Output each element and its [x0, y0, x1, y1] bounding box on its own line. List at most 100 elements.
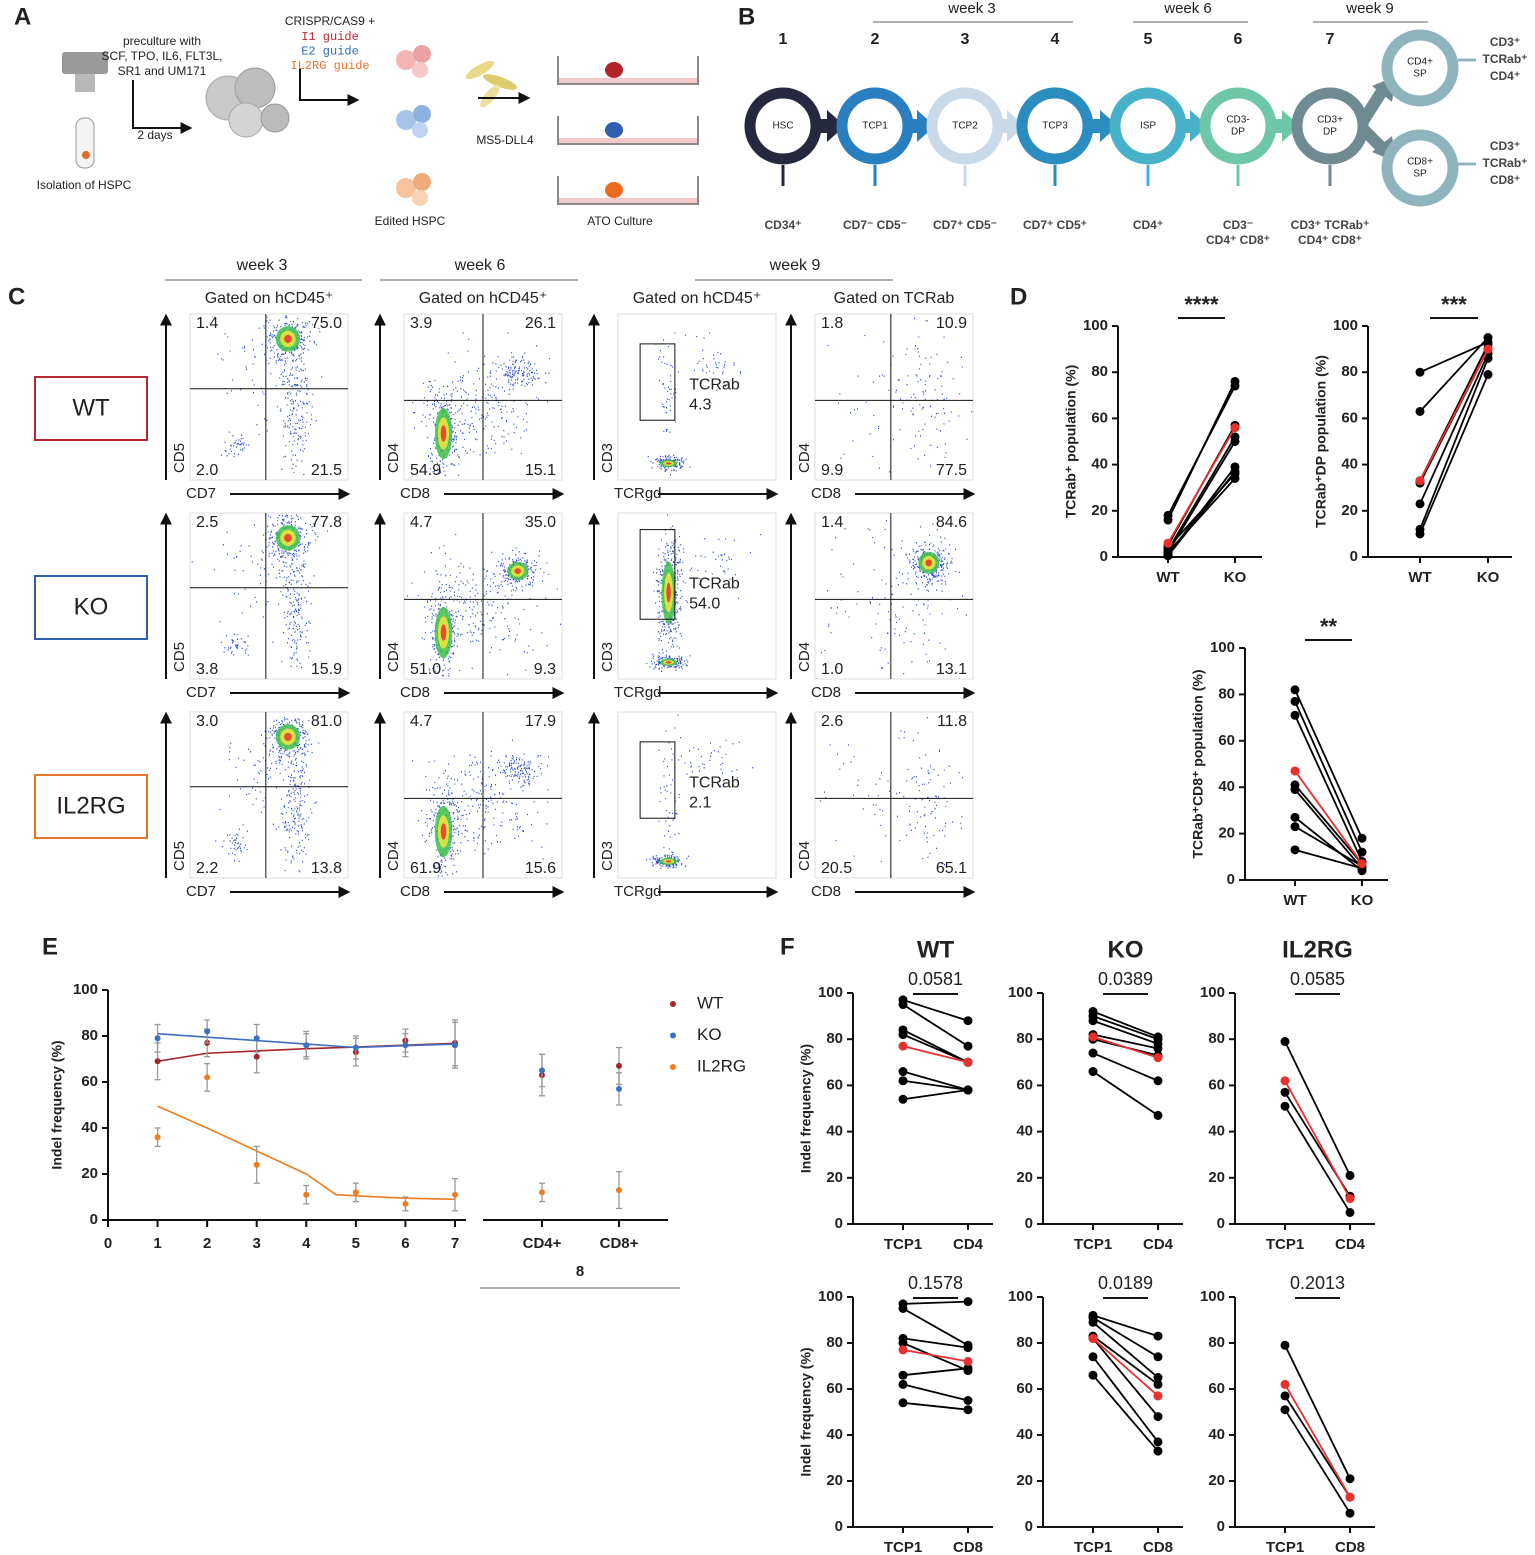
pair-line [1284, 1383, 1351, 1498]
plot-frame [814, 711, 974, 879]
stage-number: 2 [871, 31, 880, 48]
point [303, 1191, 310, 1198]
pair-line [1294, 848, 1363, 870]
legend-marker [670, 1064, 676, 1070]
pair-point [1153, 1437, 1163, 1447]
pair-line [1167, 473, 1236, 549]
y-axis-label: CD3 [599, 841, 616, 871]
y-axis-label: CD5 [171, 841, 188, 871]
pair-point [898, 1030, 908, 1040]
y-tick-label: 80 [1341, 363, 1358, 380]
pair-point [1088, 1333, 1098, 1343]
x-tick-label: CD4 [953, 1236, 984, 1253]
density-core [665, 860, 672, 863]
pair-point [1153, 1379, 1163, 1389]
stage-node [1109, 87, 1187, 165]
stage-number: 7 [1326, 31, 1335, 48]
tube-holder [62, 52, 108, 74]
stage-arrow [1178, 110, 1208, 142]
pair-point [1280, 1391, 1290, 1401]
pair-point [898, 1345, 908, 1355]
node-label: DP [1323, 127, 1337, 138]
x-axis-label: CD8 [811, 883, 841, 900]
pair-point [1345, 1194, 1355, 1204]
density-core [666, 582, 671, 603]
x-axis-label: CD8 [400, 684, 430, 701]
point [352, 1044, 359, 1051]
x-tick-label: TCP1 [1074, 1539, 1112, 1555]
pair-line [1092, 1337, 1159, 1418]
point [616, 1187, 622, 1194]
pair-point [898, 1094, 908, 1104]
culture-text: SCF, TPO, IL6, FLT3L, [102, 49, 223, 63]
node-label: DP [1231, 127, 1245, 138]
y-tick-label: 0 [1025, 1215, 1033, 1232]
y-axis-label: CD5 [171, 443, 188, 473]
y-axis-label: CD4 [796, 443, 813, 473]
quadrant-value: 77.8 [311, 514, 342, 531]
pair-line [1092, 1052, 1159, 1082]
week-label: week 3 [947, 0, 996, 17]
quadrant-value: 15.9 [311, 661, 342, 678]
pair-point [1163, 515, 1173, 525]
quadrant-value: 1.8 [821, 315, 843, 332]
gate-name: TCRab [689, 576, 740, 593]
x-axis-label: CD8 [400, 485, 430, 502]
quadrant-value: 54.9 [410, 462, 441, 479]
y-tick-label: 40 [826, 1123, 843, 1140]
y-tick-label: 0 [835, 1518, 843, 1535]
stage-arrow [1085, 110, 1118, 142]
stage-node [1199, 87, 1277, 165]
pair-point [1088, 1032, 1098, 1042]
x-tick-label: 2 [203, 1235, 211, 1252]
stage-node [1016, 87, 1094, 165]
pair-line [1294, 784, 1363, 865]
pair-line [1419, 336, 1489, 413]
pair-point [1088, 1370, 1098, 1380]
pair-point [1153, 1373, 1163, 1382]
gate [639, 741, 676, 819]
quadrant-value: 2.6 [821, 713, 843, 730]
sp-marker: CD8⁺ [1490, 173, 1520, 187]
quadrant-value: 9.9 [821, 462, 843, 479]
y-tick-label: 100 [1008, 1288, 1033, 1305]
y-tick-label: 0 [1227, 871, 1235, 888]
y-tick-label: 0 [1350, 548, 1358, 565]
gate-name: TCRab [689, 775, 740, 792]
x-tick-label: TCP1 [1074, 1236, 1112, 1253]
quadrant-value: 13.8 [311, 860, 342, 877]
sp-marker: TCRab⁺ [1483, 52, 1528, 66]
x-tick-label: 1 [153, 1235, 161, 1252]
y-tick-label: 40 [1218, 778, 1235, 795]
pair-line [902, 1367, 969, 1377]
pair-point [1345, 1508, 1355, 1518]
pair-line [1419, 348, 1489, 482]
point [539, 1189, 545, 1196]
gate-value: 2.1 [689, 795, 711, 812]
y-axis-label: Indel frequency (%) [798, 1347, 814, 1476]
x-tick-label: TCP1 [884, 1236, 922, 1253]
pair-point [1290, 785, 1300, 795]
wells [557, 56, 699, 205]
pair-line [902, 1307, 969, 1347]
density-core [665, 462, 672, 465]
pair-point [1357, 833, 1367, 843]
y-axis-label: CD4 [385, 642, 402, 672]
quadrant-value: 84.6 [936, 514, 967, 531]
stage-node [836, 87, 914, 165]
stage-arrow [905, 110, 935, 142]
y-tick-label: 100 [1333, 317, 1358, 334]
culture: ATO Culture [587, 214, 653, 228]
pair-line [1419, 358, 1489, 530]
x-tick-label: 4 [302, 1235, 311, 1252]
guide: IL2RG guide [290, 59, 369, 73]
y-tick-label: 40 [1208, 1426, 1225, 1443]
point [204, 1028, 211, 1035]
arrow [299, 68, 360, 106]
gate-name: TCRab [689, 377, 740, 394]
x-tick-label: CD4+ [523, 1235, 562, 1252]
pair-line [902, 1033, 969, 1064]
point [452, 1042, 458, 1049]
pair-point [1290, 845, 1300, 855]
chart-title: WT [917, 936, 955, 963]
